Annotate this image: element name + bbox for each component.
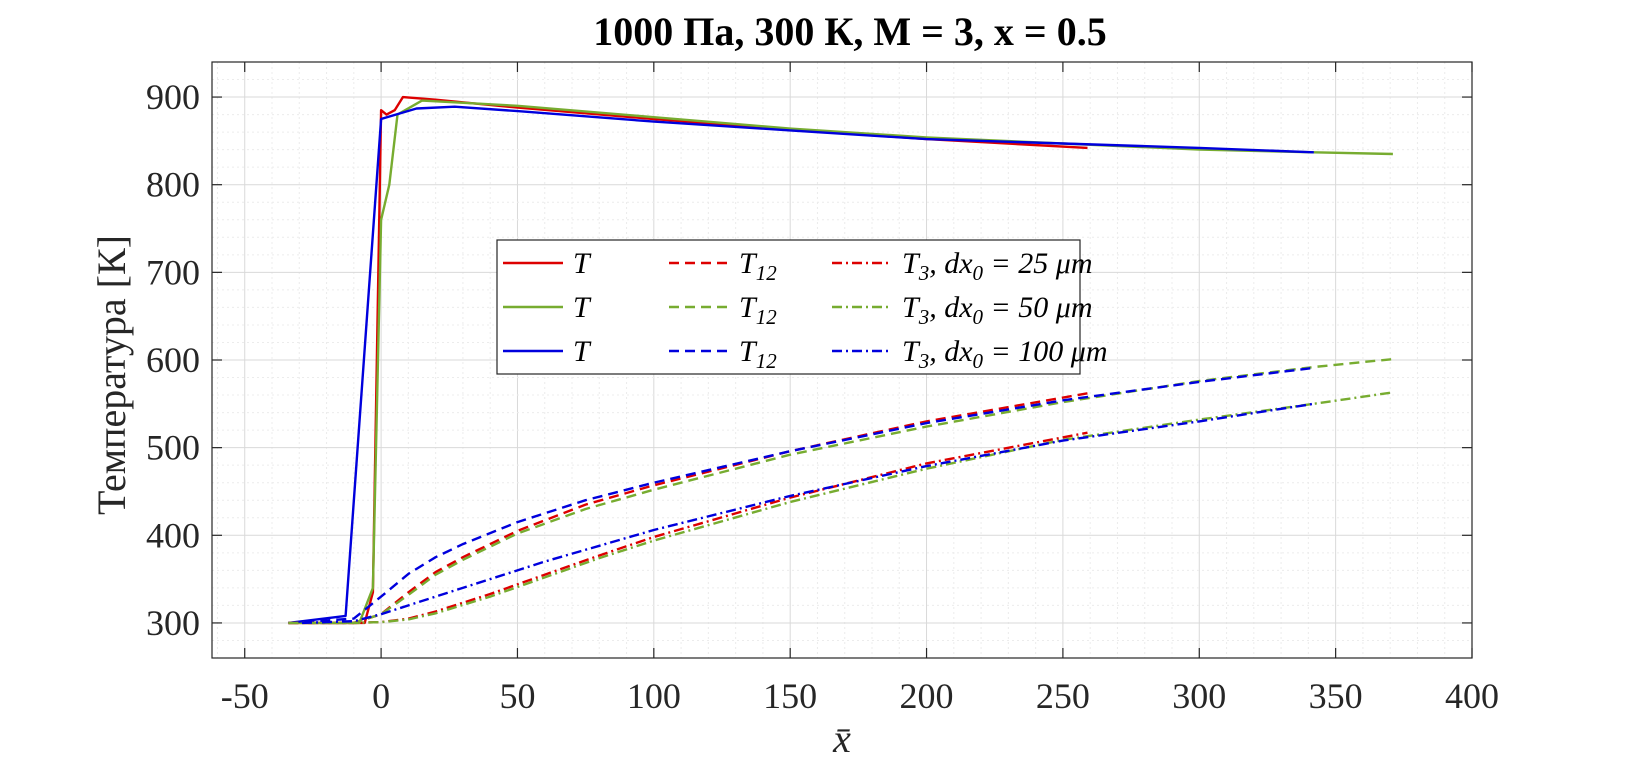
y-tick-label: 700 — [146, 252, 200, 292]
y-tick-label: 900 — [146, 77, 200, 117]
x-tick-label: 250 — [1036, 676, 1090, 716]
legend-label: T12 — [739, 335, 777, 373]
x-tick-label: -50 — [221, 676, 269, 716]
y-axis-label: Температура [К] — [89, 235, 134, 515]
y-tick-label: 400 — [146, 515, 200, 555]
y-tick-label: 300 — [146, 603, 200, 643]
x-tick-label: 150 — [763, 676, 817, 716]
series-line-t3-blue — [301, 402, 1314, 625]
legend-label: T — [573, 247, 592, 280]
legend-label: T3, dx0 = 25 μm — [902, 247, 1092, 285]
axes-ticks: -50 0 50 100 150 200 250 300 350 400 300 400 500 600 7… — [146, 62, 1499, 716]
series-line-t12-green — [288, 357, 1394, 625]
x-tick-label: 400 — [1445, 676, 1499, 716]
y-tick-label: 800 — [146, 165, 200, 205]
series-line-t-blue — [288, 105, 1314, 625]
series-line-t12-blue — [288, 366, 1314, 625]
x-tick-label: 300 — [1172, 676, 1226, 716]
x-tick-label: 350 — [1309, 676, 1363, 716]
x-tick-label: 0 — [372, 676, 390, 716]
series-line-t3-green — [288, 391, 1394, 625]
x-tick-label: 50 — [499, 676, 535, 716]
x-tick-label: 100 — [627, 676, 681, 716]
legend-box — [496, 239, 1081, 375]
legend: T T12 T3, dx0 = 25 μm T T12 T3, dx0 = 50 μm T T… — [496, 239, 1107, 375]
legend-label: T12 — [739, 291, 777, 329]
y-tick-label: 600 — [146, 340, 200, 380]
legend-label: T — [573, 335, 592, 368]
y-tick-label: 500 — [146, 428, 200, 468]
legend-label: T3, dx0 = 50 μm — [902, 291, 1092, 329]
series-group — [288, 95, 1394, 625]
legend-label: T — [573, 291, 592, 324]
chart-title: 1000 Па, 300 К, M = 3, x = 0.5 — [593, 9, 1106, 54]
legend-label: T3, dx0 = 100 μm — [902, 335, 1107, 373]
x-axis-label: x̄ — [832, 716, 851, 761]
legend-label: T12 — [739, 247, 777, 285]
x-tick-label: 200 — [900, 676, 954, 716]
